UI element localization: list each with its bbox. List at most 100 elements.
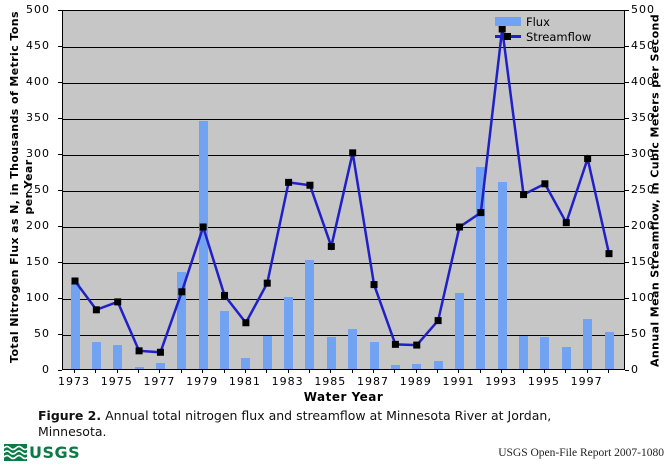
flux-bar-1977 [155,363,165,369]
figure-caption: Figure 2. Annual total nitrogen flux and… [38,408,551,440]
flux-bar-1989 [412,363,422,369]
x-axis-tick-label: 1989 [399,375,432,388]
streamflow-marker-1977 [156,348,164,356]
streamflow-marker-1973 [71,277,79,285]
flux-bar-1982 [262,335,272,369]
flux-bar-1988 [390,364,400,369]
usgs-logo: USGS [4,443,80,462]
y-axis-left-tick-label: 200 [26,219,50,232]
flux-bar-1980 [220,310,230,369]
x-axis-tick-label: 1983 [271,375,304,388]
gridline-400 [63,82,624,84]
y-axis-right-tickmark [625,189,629,191]
y-axis-right-tickmark [625,81,629,83]
y-axis-left-tick-label: 450 [26,39,50,52]
streamflow-marker-1994 [520,191,528,199]
caption-line2: Minnesota. [38,424,107,439]
y-axis-right-tick-label: 50 [631,327,647,340]
y-axis-left-tickmark [58,153,62,155]
streamflow-marker-1990 [434,317,442,325]
x-axis-tick-label: 1993 [485,375,518,388]
gridline-50 [63,334,624,336]
y-axis-right-tick-label: 400 [631,75,655,88]
x-axis-tickmark [586,370,588,373]
x-axis-tick-label: 1995 [527,375,560,388]
x-axis-title: Water Year [303,390,384,404]
y-axis-left-tickmark [58,369,62,371]
flux-bar-1986 [348,329,358,369]
flux-bar-1993 [497,181,507,369]
flux-bar-1998 [604,331,614,369]
streamflow-marker-1975 [114,298,122,306]
y-axis-right-tick-label: 150 [631,255,655,268]
flux-bar-1996 [561,346,571,369]
x-axis-tickmark [373,370,375,373]
legend-streamflow-label: Streamflow [526,29,592,44]
y-axis-right-tickmark [625,225,629,227]
streamflow-marker-1980 [221,291,229,299]
x-axis-tickmark [330,370,332,373]
x-axis-tickmark [543,370,545,373]
streamflow-marker-1978 [178,288,186,296]
y-axis-right-tick-label: 500 [631,3,655,16]
x-axis-tickmark [287,370,289,373]
y-axis-left-tick-label: 150 [26,255,50,268]
streamflow-marker-1988 [391,340,399,348]
y-axis-left-tick-label: 250 [26,183,50,196]
legend-row-flux: Flux [495,14,591,29]
flux-bar-1978 [177,271,187,369]
y-axis-left-tickmark [58,117,62,119]
y-axis-left-tickmark [58,333,62,335]
y-axis-left-tickmark [58,189,62,191]
streamflow-legend-swatch-icon [495,32,521,41]
streamflow-marker-1996 [562,219,570,227]
gridline-350 [63,118,624,120]
flux-bar-1976 [134,366,144,369]
y-axis-right-tickmark [625,117,629,119]
y-axis-left-tick-label: 400 [26,75,50,88]
y-axis-left-tick-label: 100 [26,291,50,304]
flux-bar-1991 [454,293,464,369]
y-axis-right-tick-label: 450 [631,39,655,52]
legend-flux-label: Flux [526,14,550,29]
streamflow-line [73,28,611,354]
streamflow-marker-1984 [306,181,314,189]
y-axis-left-tickmark [58,225,62,227]
x-axis-tickmark [74,370,75,373]
y-axis-right-tickmark [625,9,629,11]
y-axis-left-tick-label: 300 [26,147,50,160]
x-axis-tickmark [244,370,246,373]
flux-bar-1981 [241,358,251,369]
flux-bar-1975 [113,345,123,369]
x-axis-tick-label: 1975 [100,375,133,388]
gridline-450 [63,46,624,48]
streamflow-marker-1985 [327,242,335,250]
x-axis-tickmark [522,370,524,373]
x-axis-tickmark [458,370,460,373]
gridline-150 [63,262,624,264]
streamflow-marker-1989 [413,341,421,349]
y-axis-left-tickmark [58,261,62,263]
x-axis-tickmark [501,370,503,373]
y-axis-right-tickmark [625,333,629,335]
streamflow-marker-1998 [605,250,613,258]
plot-area: Flux Streamflow [62,10,625,370]
y-axis-right-tick-label: 0 [631,363,639,376]
x-axis-tickmark [223,370,225,373]
report-number: USGS Open-File Report 2007-1080 [498,447,664,459]
x-axis-tick-label: 1997 [570,375,603,388]
x-axis-tickmark [180,370,182,373]
y-axis-right-title-text: Annual Mean Streamflow, in Cubic Meters … [648,13,662,368]
y-axis-right-tickmark [625,261,629,263]
flux-bar-1995 [540,337,550,369]
streamflow-marker-1995 [541,180,549,188]
x-axis-tickmark [308,370,310,373]
flux-bar-1983 [284,297,294,369]
y-axis-left-tickmark [58,81,62,83]
streamflow-marker-1987 [370,281,378,289]
x-axis-tickmark [95,370,97,373]
x-axis-tick-label: 1991 [442,375,475,388]
caption-line1: Annual total nitrogen flux and streamflo… [101,408,552,423]
legend: Flux Streamflow [495,14,591,44]
